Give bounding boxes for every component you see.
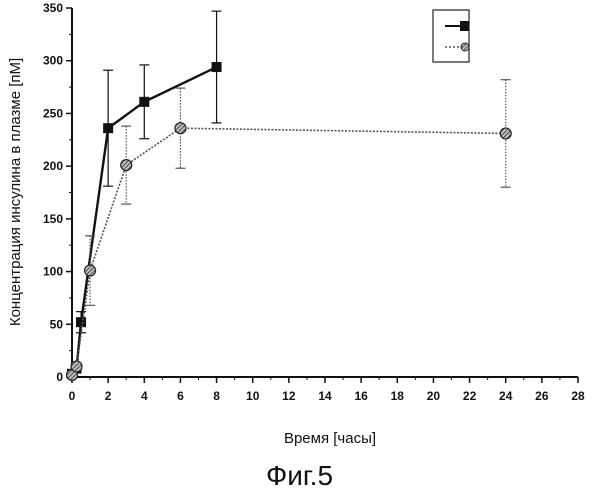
y-tick-label: 250	[43, 106, 63, 120]
data-point-circle	[175, 123, 186, 134]
x-axis-label: Время [часы]	[284, 430, 376, 447]
x-tick-label: 28	[571, 389, 585, 403]
x-tick-label: 22	[463, 389, 477, 403]
data-point-square	[76, 317, 86, 327]
x-tick-label: 16	[354, 389, 368, 403]
x-tick-label: 4	[141, 389, 148, 403]
series-1	[67, 11, 222, 379]
y-tick-label: 200	[43, 159, 63, 173]
chart: 0246810121416182022242628050100150200250…	[0, 0, 599, 460]
x-tick-label: 18	[391, 389, 405, 403]
series-layer	[67, 11, 512, 380]
x-tick-label: 10	[246, 389, 260, 403]
legend-swatch-marker	[461, 43, 469, 51]
x-tick-label: 14	[318, 389, 332, 403]
data-point-square	[212, 62, 222, 72]
data-point-square	[103, 123, 113, 133]
series-2	[67, 80, 512, 381]
x-tick-label: 2	[105, 389, 112, 403]
y-tick-label: 100	[43, 265, 63, 279]
data-point-circle	[121, 160, 132, 171]
data-point-circle	[71, 361, 82, 372]
axes: 0246810121416182022242628050100150200250…	[43, 1, 585, 403]
x-tick-label: 0	[69, 389, 76, 403]
x-tick-label: 20	[427, 389, 441, 403]
y-tick-label: 0	[56, 370, 63, 384]
y-tick-label: 50	[50, 317, 64, 331]
legend-swatch-marker	[460, 21, 469, 31]
y-tick-label: 150	[43, 212, 63, 226]
x-tick-label: 24	[499, 389, 513, 403]
x-tick-label: 6	[177, 389, 184, 403]
legend	[433, 10, 469, 62]
legend-box	[433, 10, 469, 62]
figure-caption: Фиг.5	[0, 460, 599, 492]
y-tick-label: 300	[43, 54, 63, 68]
data-point-circle	[85, 265, 96, 276]
series-line	[72, 128, 506, 375]
y-tick-label: 350	[43, 1, 63, 15]
data-point-circle	[500, 128, 511, 139]
data-point-square	[139, 97, 149, 107]
x-tick-label: 8	[213, 389, 220, 403]
y-axis-label: Концентрация инсулина в плазме [пМ]	[7, 58, 24, 326]
x-tick-label: 12	[282, 389, 296, 403]
x-tick-label: 26	[535, 389, 549, 403]
